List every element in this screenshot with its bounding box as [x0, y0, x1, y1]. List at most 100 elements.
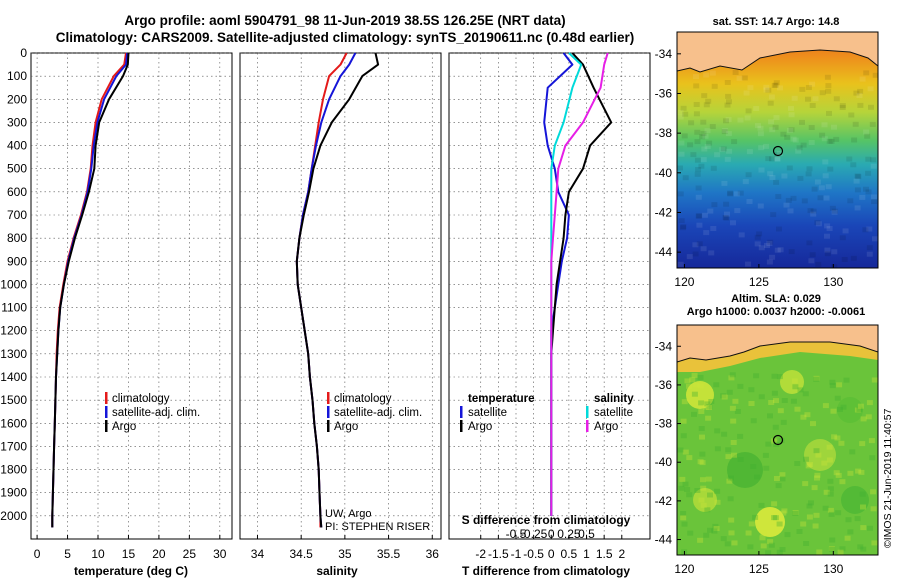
sst-pixel	[709, 124, 716, 129]
depth-tick-label: 1500	[0, 393, 27, 407]
sla-coastline	[677, 341, 878, 363]
sst-pixel	[866, 226, 873, 232]
series-line	[295, 52, 380, 528]
sst-pixel	[775, 194, 782, 199]
sla-pixel	[837, 549, 844, 555]
legend-swatch-s-argo	[586, 420, 589, 432]
sst-pixel	[824, 247, 831, 253]
sst-pixel	[757, 131, 764, 137]
sst-pixel	[865, 189, 872, 195]
sst-pixel	[721, 180, 728, 186]
sla-pixel	[748, 521, 755, 527]
sla-pixel	[713, 526, 720, 531]
sst-pixel	[788, 105, 794, 111]
legend-swatch-climatology	[105, 392, 108, 404]
sst-pixel	[821, 136, 828, 142]
sla-pixel	[712, 523, 719, 529]
sla-pixel	[779, 472, 786, 478]
map-y-tick-label: -38	[655, 417, 673, 431]
sst-pixel	[765, 156, 772, 162]
sst-pixel	[824, 74, 831, 80]
sst-pixel	[723, 118, 729, 124]
depth-tick-label: 400	[7, 139, 27, 153]
sla-pixel	[760, 543, 767, 549]
sla-pixel	[767, 413, 773, 419]
sst-pixel	[737, 190, 744, 196]
sst-pixel	[764, 243, 770, 248]
t-difference-axis-label: T difference from climatology	[462, 564, 630, 578]
sla-pixel	[731, 540, 738, 546]
sla-pixel	[714, 446, 721, 452]
sst-pixel	[698, 163, 705, 169]
sla-pixel	[768, 542, 775, 548]
legend-swatch-argo	[105, 420, 108, 432]
sst-pixel	[806, 166, 813, 172]
sla-pixel	[792, 510, 799, 516]
sla-pixel	[844, 535, 851, 541]
map-y-tick-label: -34	[655, 339, 673, 353]
sst-pixel	[854, 205, 861, 211]
sst-pixel	[763, 84, 770, 90]
sla-pixel	[776, 549, 783, 555]
sst-pixel	[753, 106, 760, 111]
sla-pixel	[704, 507, 711, 513]
s-diff-tick-label: 0.25	[557, 527, 581, 541]
sla-pixel	[706, 404, 713, 410]
x-tick-label: 30	[213, 547, 227, 561]
temperature-x-ticks: 0 5 10 15 20 25 30	[34, 535, 227, 561]
sla-pixel	[871, 540, 878, 546]
x-tick-label: 10	[91, 547, 105, 561]
sst-pixel	[824, 223, 831, 229]
sst-pixel	[768, 119, 775, 125]
sla-pixel	[728, 517, 735, 523]
sst-pixel	[790, 195, 797, 201]
sst-pixel	[722, 215, 729, 220]
x-tick-label: -1	[511, 547, 522, 561]
sla-pixel	[758, 502, 765, 508]
sla-pixel	[711, 528, 718, 534]
sst-pixel	[688, 120, 695, 126]
sla-blob	[804, 439, 836, 471]
sst-pixel	[827, 166, 834, 172]
sla-pixel	[849, 449, 856, 455]
depth-tick-label: 700	[7, 208, 27, 222]
x-tick-label: 0	[34, 547, 41, 561]
sla-blob	[727, 452, 763, 488]
sla-pixel	[768, 400, 775, 405]
sst-pixel	[754, 234, 761, 240]
map-y-tick-label: -44	[655, 245, 673, 259]
sst-pixel	[825, 83, 832, 89]
sla-map-title: Altim. SLA: 0.029	[731, 293, 821, 305]
sla-pixel	[700, 477, 706, 483]
sla-pixel	[823, 489, 830, 495]
difference-axes-frame	[448, 52, 651, 540]
sst-pixel	[704, 128, 711, 134]
sst-pixel	[851, 137, 858, 143]
series-line	[51, 52, 130, 528]
sst-pixel	[809, 252, 816, 258]
sst-pixel	[872, 236, 878, 242]
sst-pixel	[831, 264, 838, 268]
sst-pixel	[814, 220, 821, 226]
sla-pixel	[772, 424, 779, 430]
sla-map-subtitle: Argo h1000: 0.0037 h2000: -0.0061	[687, 306, 866, 318]
sla-pixel	[857, 403, 864, 409]
sst-pixel	[819, 90, 826, 96]
x-tick-label: 1.5	[596, 547, 613, 561]
sla-pixel	[700, 502, 707, 508]
sst-pixel	[814, 179, 821, 185]
figure-title: Argo profile: aoml 5904791_98 11-Jun-201…	[124, 13, 565, 28]
sst-pixel	[754, 241, 761, 247]
depth-tick-label: 1400	[0, 370, 27, 384]
argo-position-marker	[772, 145, 784, 157]
sst-pixel	[723, 201, 730, 207]
sla-pixel	[815, 452, 822, 458]
map-x-tick-label: 120	[674, 275, 694, 289]
sla-pixel	[857, 544, 864, 550]
sst-pixel	[870, 157, 877, 163]
sla-pixel	[812, 523, 819, 529]
map-y-tick-label: -40	[655, 455, 673, 469]
sst-pixel	[725, 93, 732, 99]
sla-pixel	[806, 503, 813, 509]
sla-pixel	[826, 457, 833, 463]
